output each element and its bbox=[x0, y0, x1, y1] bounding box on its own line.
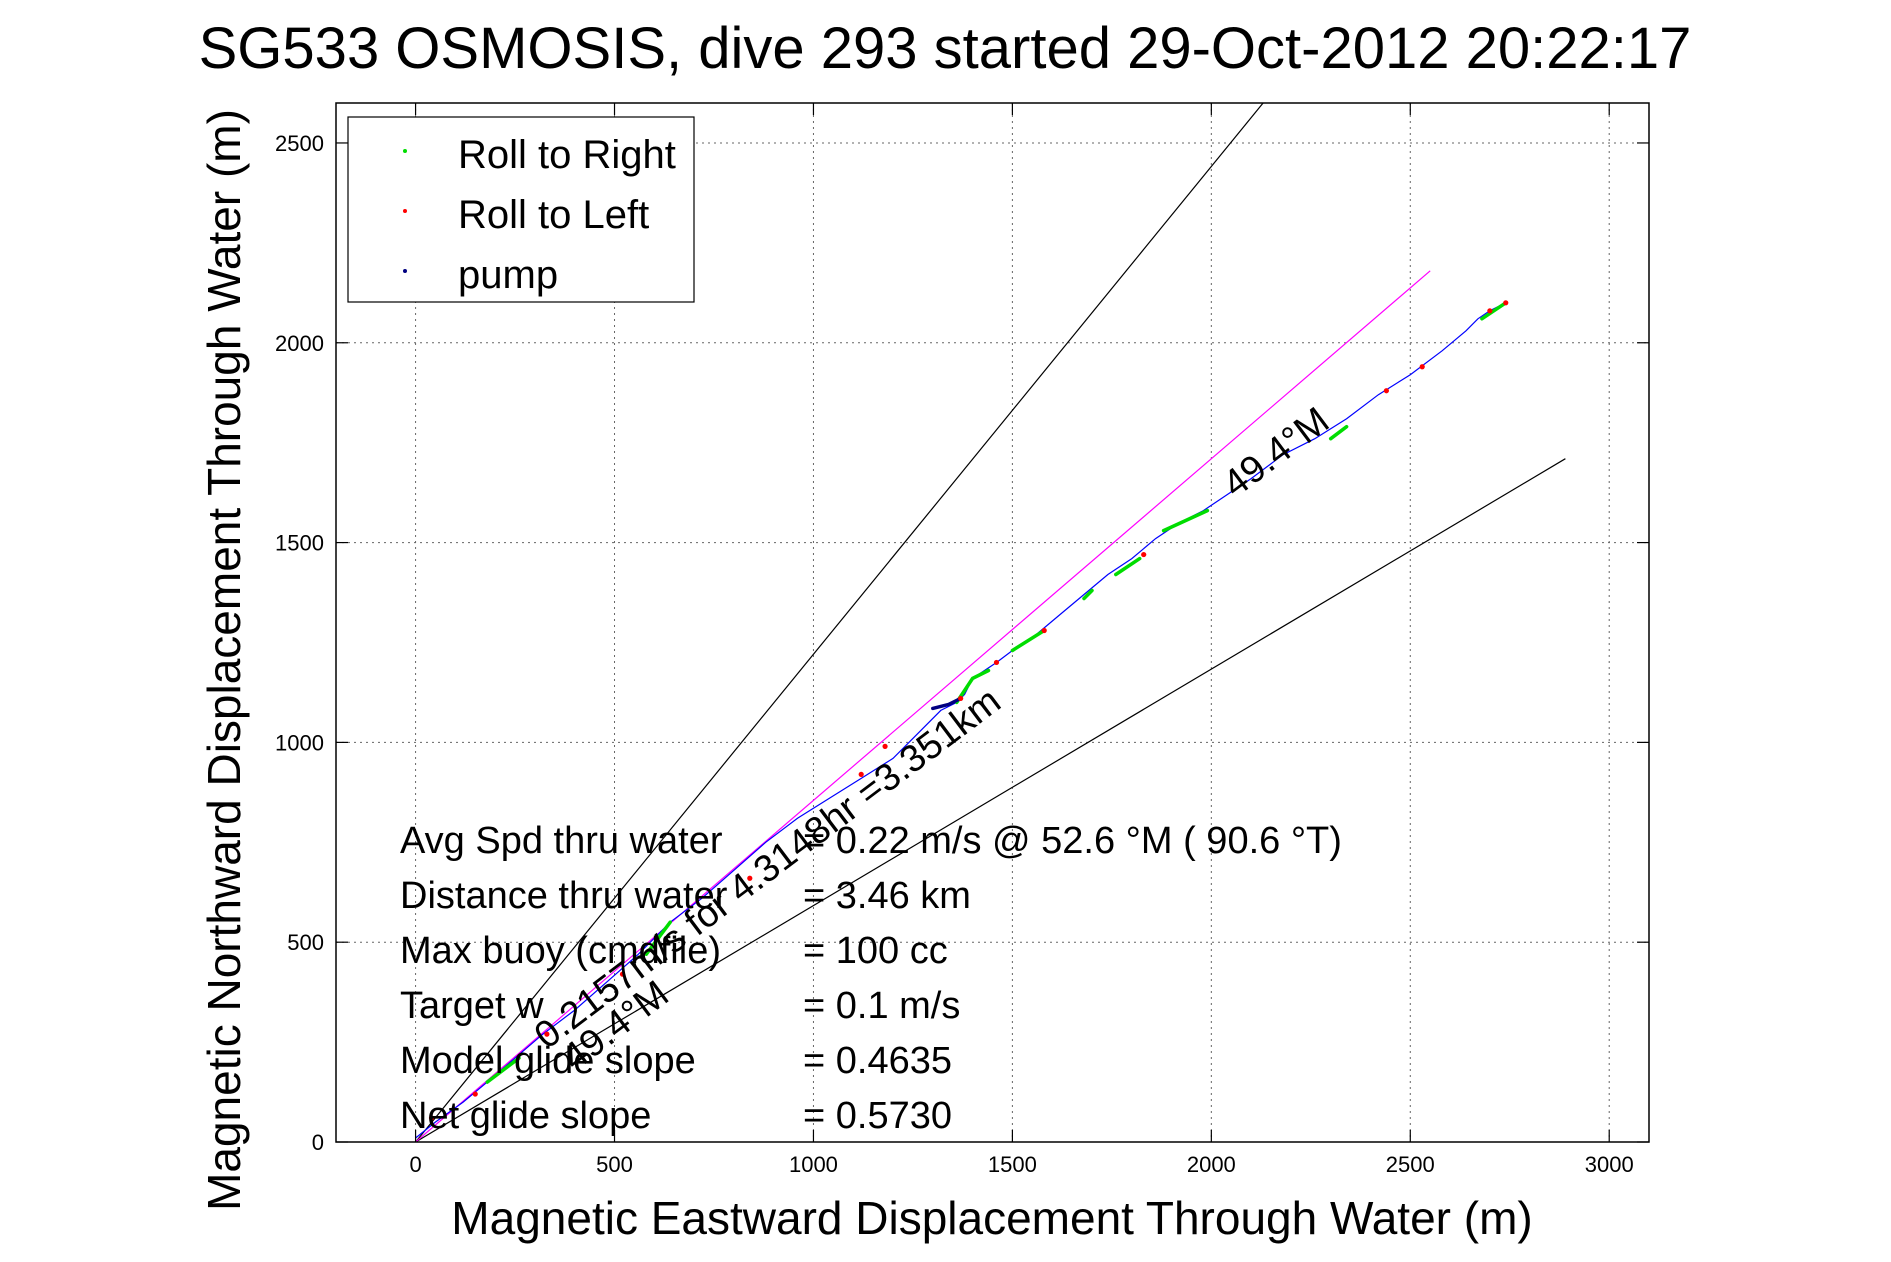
x-tick-label: 0 bbox=[409, 1152, 421, 1177]
roll-left-point bbox=[428, 1115, 435, 1121]
roll-right-segment-3 bbox=[1114, 556, 1142, 577]
bounds-line-0 bbox=[415, 103, 1264, 1142]
ticks bbox=[336, 103, 1649, 1143]
legend: Roll to Right Roll to Left pump bbox=[347, 116, 695, 303]
y-tick-label: 0 bbox=[312, 1130, 324, 1155]
x-tick-label: 1500 bbox=[988, 1152, 1037, 1177]
x-tick-label: 500 bbox=[596, 1152, 633, 1177]
roll-left-point bbox=[1419, 364, 1425, 370]
stat-label: Target w bbox=[400, 985, 544, 1027]
y-tick-label: 2500 bbox=[275, 131, 324, 156]
legend-marker-roll-right bbox=[403, 149, 407, 153]
roll-right-segment-0 bbox=[954, 668, 991, 705]
data-layer bbox=[415, 103, 1566, 1142]
legend-marker-pump bbox=[403, 269, 407, 273]
roll-left-point bbox=[472, 1091, 478, 1097]
roll-right-segment-8 bbox=[644, 920, 672, 956]
roll-left-point bbox=[958, 695, 964, 702]
x-axis-label: Magnetic Eastward Displacement Through W… bbox=[451, 1192, 1532, 1244]
roll-right-segment-1 bbox=[1010, 628, 1046, 653]
stat-label: Distance thru water bbox=[400, 875, 728, 917]
roll-left-point bbox=[993, 659, 1000, 666]
x-tick-label: 2500 bbox=[1386, 1152, 1435, 1177]
heading-line bbox=[415, 270, 1431, 1142]
roll-left-point bbox=[1503, 300, 1509, 306]
stat-value: = 0.22 m/s @ 52.6 °M ( 90.6 °T) bbox=[803, 820, 1342, 862]
y-tick-label: 500 bbox=[287, 930, 324, 955]
roll-left-point bbox=[544, 1031, 550, 1037]
stat-label: Net glide slope bbox=[400, 1095, 651, 1137]
roll-right-segment-5 bbox=[1328, 424, 1349, 441]
tick-labels: 0 500 1000 1500 2000 2500 3000 0 500 1000 1500 2000… bbox=[275, 131, 1634, 1177]
stat-value: = 0.1 m/s bbox=[803, 985, 960, 1027]
stat-value: = 3.46 km bbox=[803, 875, 971, 917]
legend-label-roll-right: Roll to Right bbox=[458, 133, 676, 177]
legend-label-pump: pump bbox=[458, 253, 558, 297]
roll-right-segment-4 bbox=[1161, 508, 1210, 533]
roll-left-point bbox=[1041, 627, 1047, 634]
grid bbox=[336, 103, 1649, 1143]
roll-left-point bbox=[882, 743, 888, 749]
roll-left-point bbox=[1487, 308, 1493, 314]
stat-label: Model glide slope bbox=[400, 1040, 696, 1082]
y-tick-label: 2000 bbox=[275, 331, 324, 356]
stat-value: = 0.4635 bbox=[803, 1040, 952, 1082]
x-tick-label: 2000 bbox=[1187, 1152, 1236, 1177]
y-axis-label: Magnetic Northward Displacement Through … bbox=[198, 109, 250, 1211]
chart-title: SG533 OSMOSIS, dive 293 started 29-Oct-2… bbox=[199, 16, 1692, 81]
track-line bbox=[415, 302, 1507, 1139]
stat-value: = 0.5730 bbox=[803, 1095, 952, 1137]
roll-right-segment-6 bbox=[1480, 301, 1508, 321]
pump-segment bbox=[931, 696, 963, 711]
roll-right-segment-7 bbox=[485, 1056, 521, 1084]
x-tick-label: 3000 bbox=[1585, 1152, 1634, 1177]
stat-label: Max buoy (cmdfile) bbox=[400, 930, 721, 972]
roll-left-point bbox=[619, 971, 626, 977]
y-tick-label: 1500 bbox=[275, 531, 324, 556]
roll-left-point bbox=[1141, 551, 1147, 558]
plot-frame bbox=[335, 102, 1650, 1143]
x-tick-label: 1000 bbox=[789, 1152, 838, 1177]
roll-left-point bbox=[1383, 388, 1389, 394]
bounds-line-1 bbox=[415, 458, 1566, 1142]
roll-right-segment-2 bbox=[1082, 588, 1094, 601]
roll-left-point bbox=[858, 771, 864, 777]
legend-label-roll-left: Roll to Left bbox=[458, 193, 649, 237]
stat-value: = 100 cc bbox=[803, 930, 948, 972]
legend-marker-roll-left bbox=[403, 209, 407, 213]
stats-block: Avg Spd thru water = 0.22 m/s @ 52.6 °M (… bbox=[400, 820, 1342, 1137]
roll-left-point bbox=[747, 875, 753, 881]
stat-label: Avg Spd thru water bbox=[400, 820, 723, 862]
y-tick-label: 1000 bbox=[275, 730, 324, 755]
